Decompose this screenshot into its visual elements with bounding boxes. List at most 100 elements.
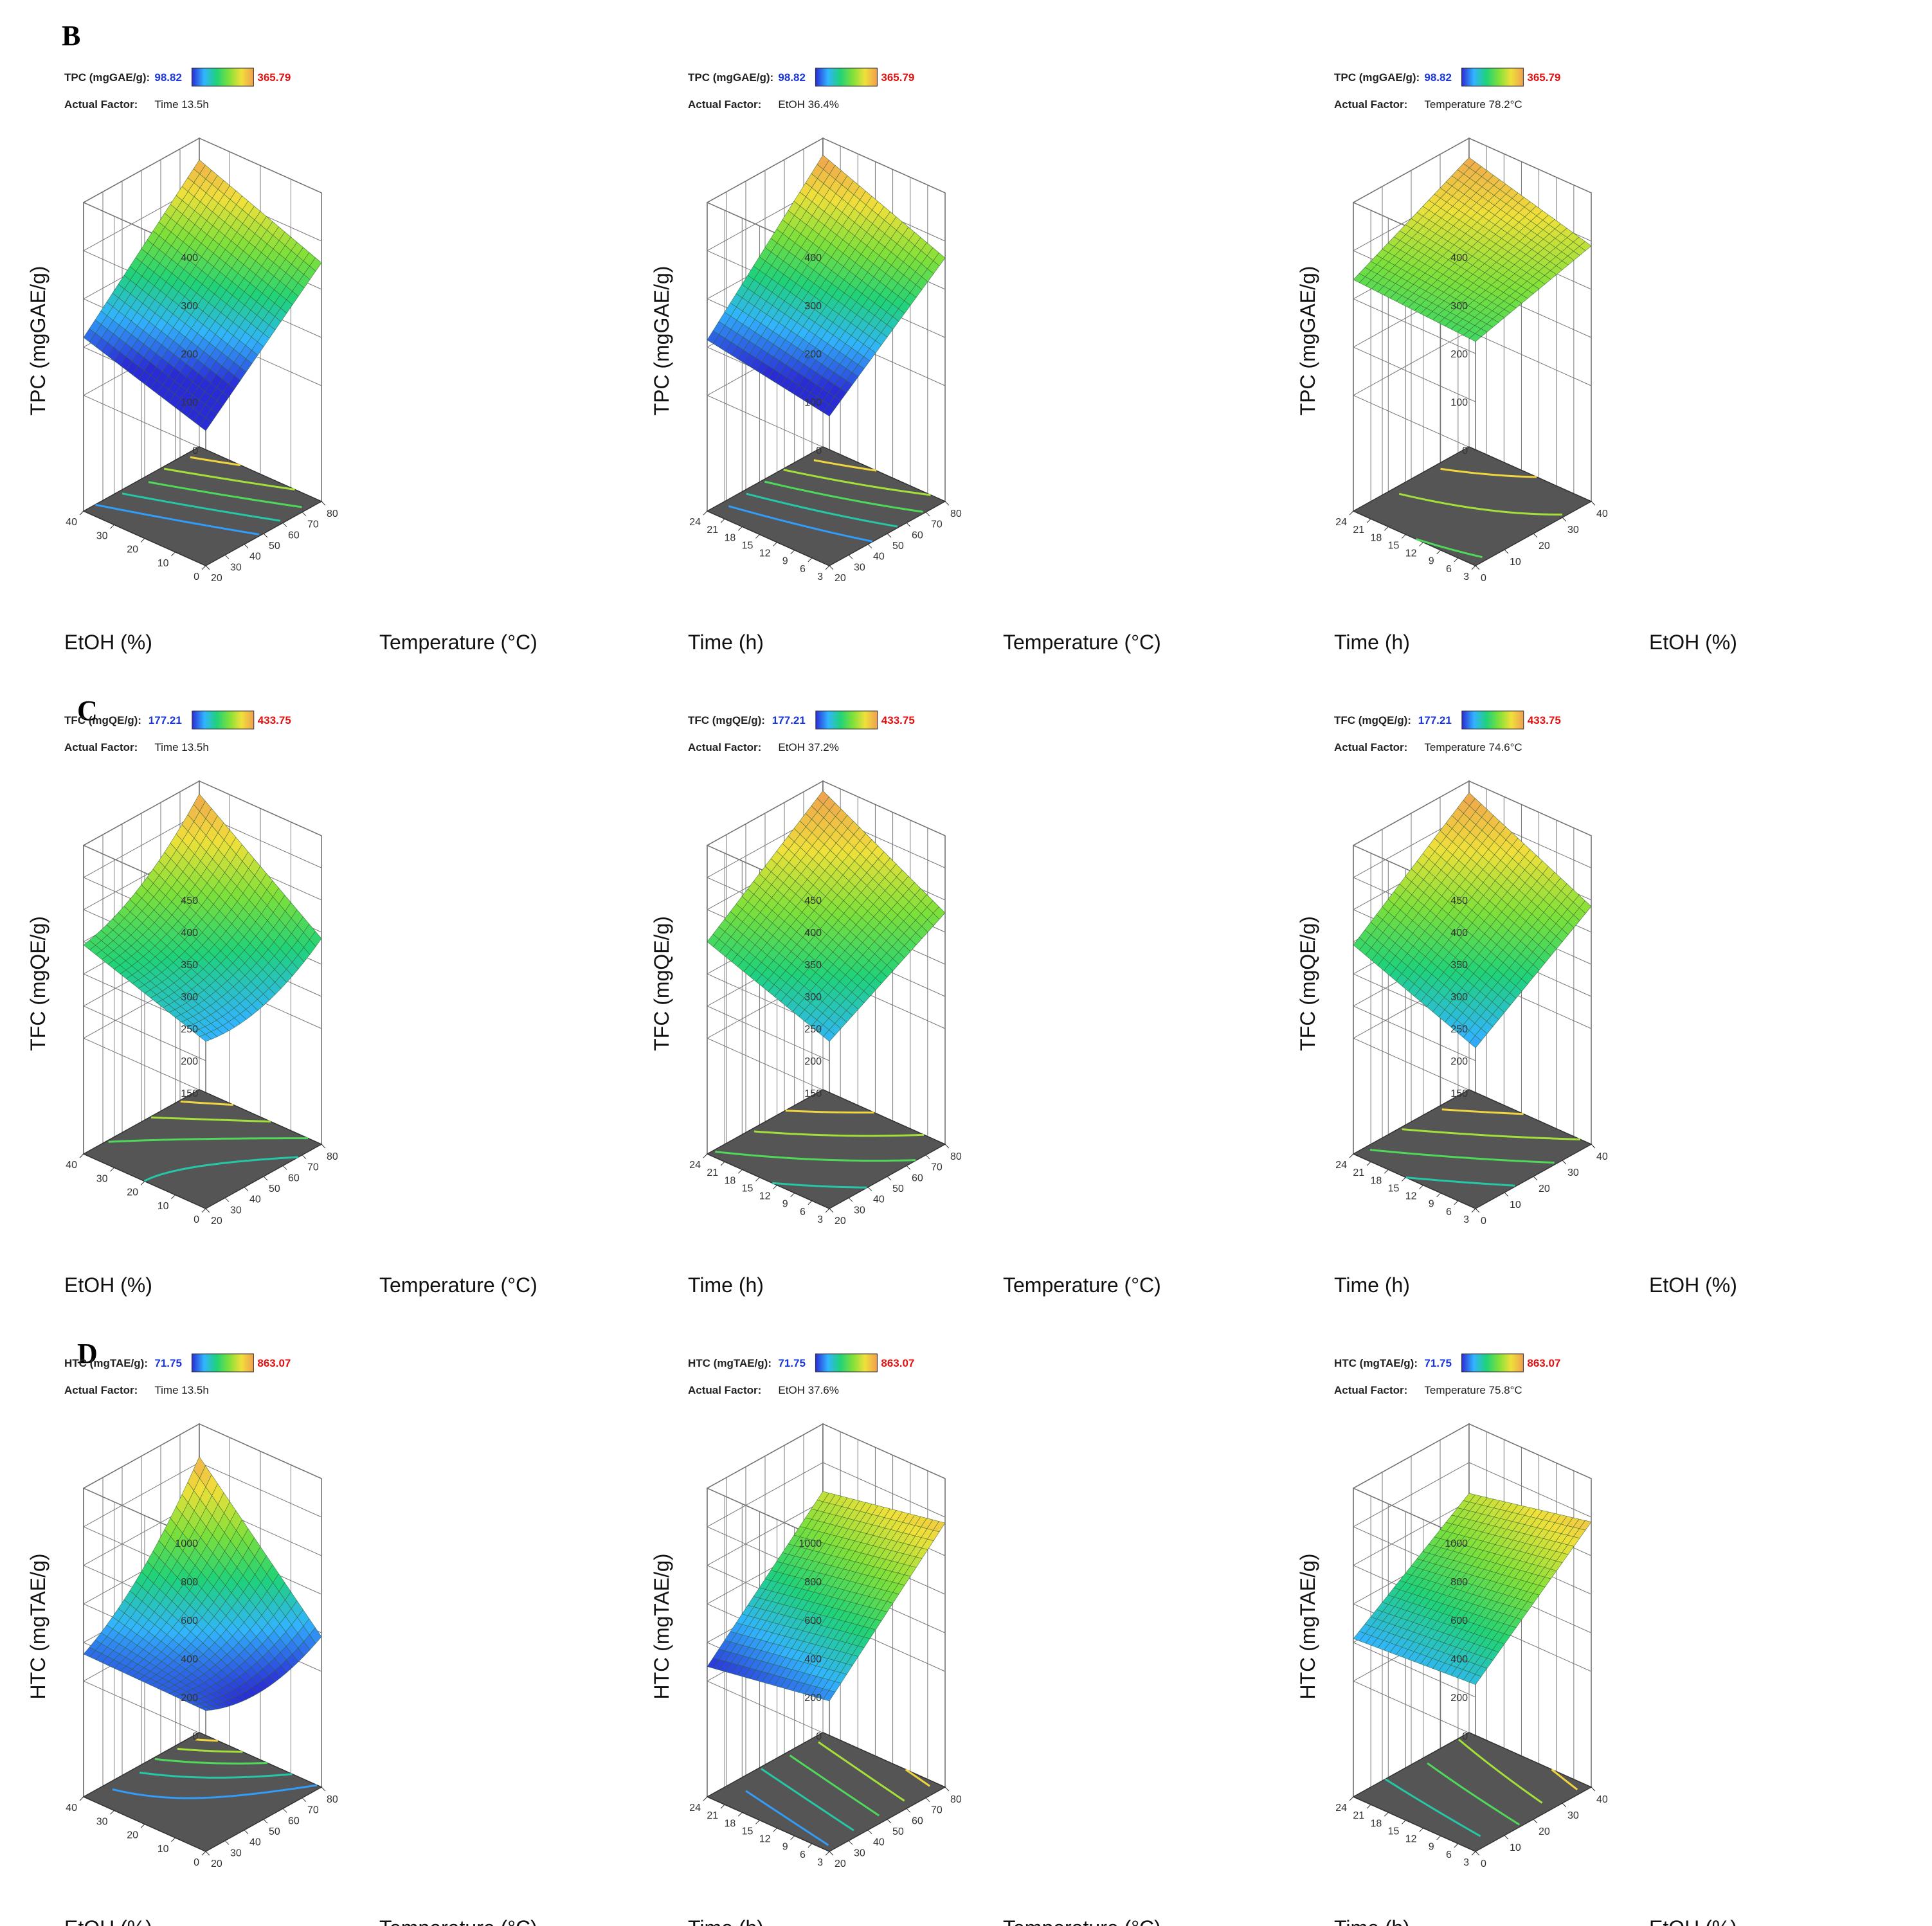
y-tick-label: 20 — [127, 544, 138, 555]
y-tick-label: 12 — [759, 1191, 771, 1202]
y-tick-mark — [201, 1851, 206, 1856]
axes: 0 100 200 300 400 20 30 40 50 60 70 80 0 10 20 30 40 TPC … — [26, 253, 537, 654]
x-tick-label: 80 — [950, 1151, 962, 1162]
x-tick-mark — [263, 533, 268, 538]
surface-plot-svg: TPC (mgGAE/g): 98.82 365.79 Actual Factor: E… — [650, 68, 1161, 654]
x-tick-mark — [205, 1208, 210, 1213]
floor-contour-line — [151, 1116, 271, 1123]
axes: 0 100 200 300 400 0 10 20 30 40 3 6 9 12 15 18 21 24 TPC (… — [1296, 253, 1737, 654]
y-tick-label: 40 — [66, 1160, 77, 1171]
x-tick-label: 40 — [1596, 1794, 1608, 1805]
x-tick-mark — [244, 544, 249, 549]
floor-contour-line — [772, 1182, 867, 1189]
z-tick-label: 600 — [181, 1616, 198, 1626]
y-tick-mark — [755, 1177, 760, 1182]
scale-min-label: 71.75 — [1424, 1357, 1452, 1369]
x-axis-title: Temperature (°C) — [1003, 631, 1161, 654]
y-tick-label: 15 — [1388, 1183, 1400, 1194]
y-tick-mark — [720, 1161, 725, 1166]
y-tick-label: 6 — [1446, 1850, 1452, 1860]
y-axis-title: Time (h) — [1334, 1916, 1410, 1926]
y-tick-mark — [1454, 1843, 1459, 1848]
y-tick-mark — [1384, 526, 1389, 531]
surface-mesh — [707, 790, 946, 1042]
floor — [82, 1089, 323, 1209]
y-tick-label: 18 — [1370, 532, 1382, 543]
floor-contour-line — [148, 481, 302, 509]
colorbar-header: HTC (mgTAE/g): 71.75 863.07 Actual Factor: T… — [1334, 1353, 1560, 1396]
axes: 150 200 250 300 350 400 450 20 30 40 50 60 70 80 0 10 20… — [26, 896, 537, 1297]
y-axis-title: Time (h) — [688, 1274, 764, 1297]
y-tick-label: 3 — [817, 1214, 823, 1225]
y-tick-label: 21 — [707, 1167, 718, 1178]
z-tick-label: 300 — [181, 301, 198, 312]
surface-mesh — [83, 159, 322, 431]
y-tick-mark — [737, 526, 743, 531]
floor-contour-line — [163, 467, 295, 491]
x-tick-label: 0 — [1481, 573, 1486, 584]
y-axis-title: Time (h) — [688, 1916, 764, 1926]
colorbar-header: TPC (mgGAE/g): 98.82 365.79 Actual Factor: T… — [64, 68, 291, 111]
x-tick-mark — [263, 1819, 268, 1824]
x-tick-label: 70 — [931, 1162, 943, 1173]
y-tick-label: 12 — [1405, 1191, 1417, 1202]
colorbar-gradient — [815, 68, 878, 87]
x-tick-label: 60 — [288, 1173, 300, 1184]
scale-min-label: 177.21 — [772, 714, 806, 726]
y-tick-label: 10 — [158, 1844, 169, 1855]
y-tick-label: 10 — [158, 1201, 169, 1212]
y-tick-label: 6 — [1446, 1207, 1452, 1218]
y-tick-label: 24 — [689, 1160, 701, 1171]
x-tick-label: 40 — [249, 1194, 261, 1205]
response-label: TFC (mgQE/g): — [688, 714, 765, 726]
x-tick-label: 20 — [835, 573, 846, 584]
surface-plot-svg: TFC (mgQE/g): 177.21 433.75 Actual Factor: T… — [26, 710, 537, 1297]
y-tick-mark — [720, 518, 725, 523]
z-tick-label: 400 — [181, 253, 198, 264]
y-tick-mark — [1419, 1828, 1423, 1832]
y-tick-mark — [1349, 510, 1354, 516]
z-tick-label: 350 — [181, 960, 198, 971]
z-tick-label: 200 — [181, 1056, 198, 1067]
scale-max-label: 365.79 — [1527, 71, 1560, 84]
z-tick-label: 200 — [181, 349, 198, 360]
floor-contour-line — [139, 1771, 293, 1779]
actual-factor-value: Temperature 75.8°C — [1424, 1384, 1522, 1396]
colorbar-gradient — [192, 710, 255, 730]
floor-contour-line — [95, 503, 260, 536]
colorbar-header: HTC (mgTAE/g): 71.75 863.07 Actual Factor: E… — [688, 1353, 914, 1396]
x-tick-label: 30 — [230, 562, 242, 573]
response-label: HTC (mgTAE/g): — [1334, 1357, 1418, 1369]
colorbar-header: TPC (mgGAE/g): 98.82 365.79 Actual Factor: E… — [688, 68, 914, 111]
y-tick-mark — [808, 1200, 813, 1205]
x-tick-mark — [887, 533, 892, 538]
y-tick-label: 9 — [1429, 556, 1434, 567]
x-tick-label: 60 — [912, 1173, 923, 1184]
surface-cell — [1469, 1673, 1482, 1685]
axes: 0 200 400 600 800 1000 0 10 20 30 40 3 6 9 12 15 18 21 24 H… — [1296, 1538, 1737, 1926]
colorbar-header: HTC (mgTAE/g): 71.75 863.07 Actual Factor: T… — [64, 1353, 291, 1396]
surface-mesh — [707, 154, 946, 417]
y-tick-label: 21 — [707, 525, 718, 536]
floor-contour-line — [1440, 467, 1537, 478]
y-tick-mark — [808, 1843, 813, 1848]
x-tick-label: 20 — [1539, 541, 1550, 552]
scale-min-label: 98.82 — [154, 71, 182, 84]
x-tick-mark — [244, 1830, 249, 1835]
floor-contour-line — [746, 492, 898, 528]
floor-plane — [1352, 1732, 1593, 1852]
actual-factor-value: Time 13.5h — [154, 741, 208, 753]
z-tick-label: 800 — [181, 1577, 198, 1588]
z-axis-title: TPC (mgGAE/g) — [650, 266, 673, 416]
x-tick-mark — [944, 1144, 950, 1149]
z-tick-label: 100 — [1450, 397, 1468, 408]
z-tick-label: 200 — [804, 1056, 822, 1067]
y-tick-mark — [79, 510, 84, 516]
floor — [82, 1732, 323, 1852]
y-tick-label: 15 — [1388, 540, 1400, 551]
x-tick-mark — [887, 1819, 892, 1824]
x-tick-label: 10 — [1510, 1842, 1521, 1853]
floor-contour-line — [761, 1768, 854, 1832]
z-tick-label: 400 — [181, 928, 198, 939]
